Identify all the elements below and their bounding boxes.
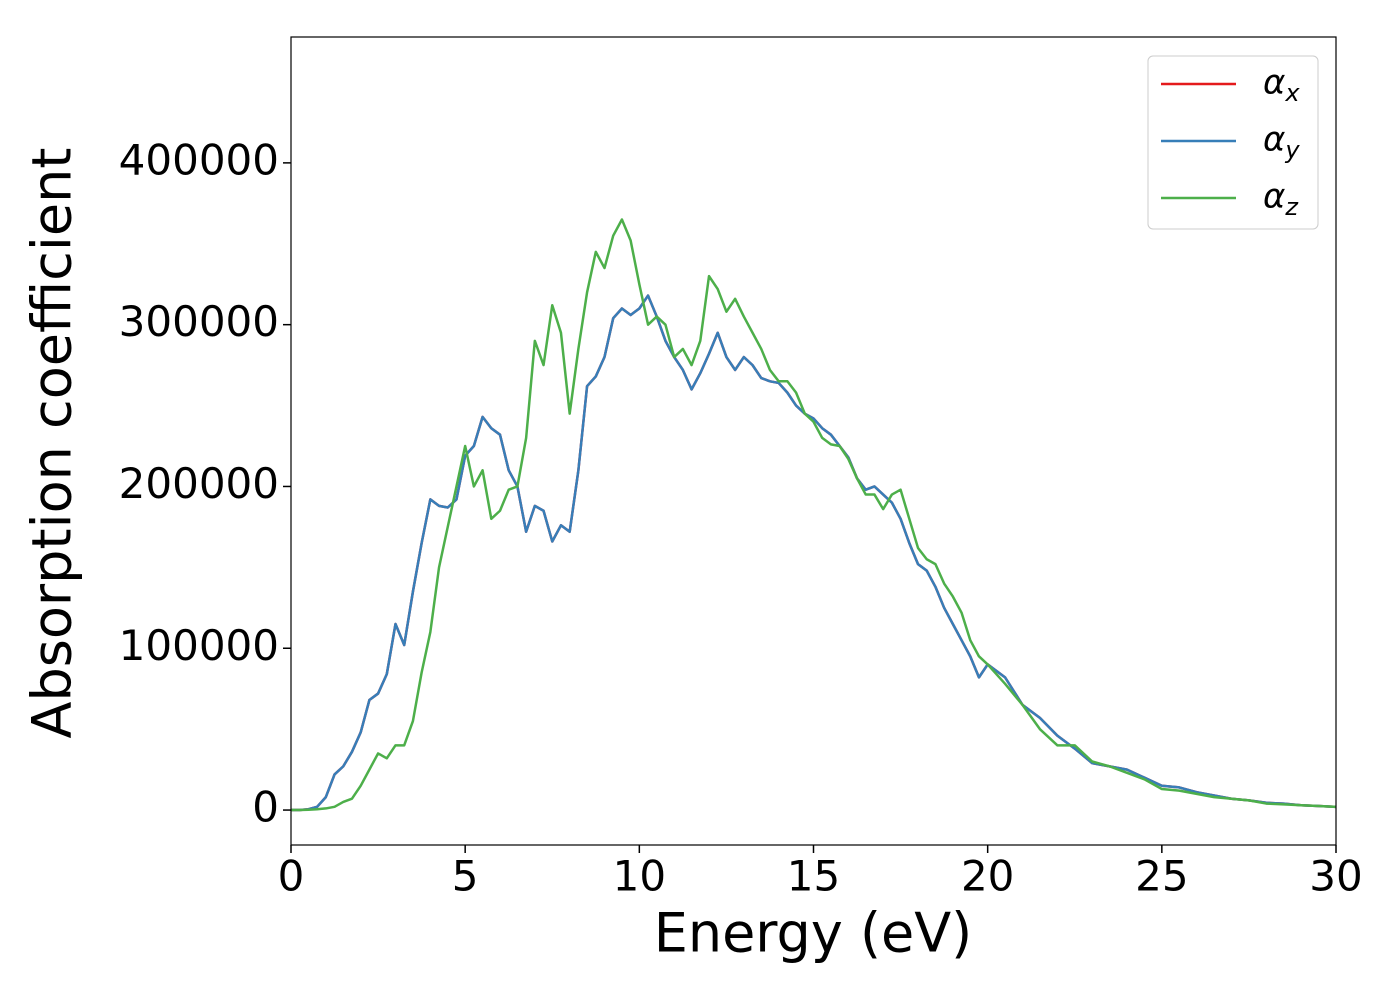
- x-tick-label: 25: [1135, 852, 1188, 901]
- y-tick-label: 400000: [119, 135, 279, 184]
- line-series: [291, 218, 1337, 812]
- x-axis-label: Energy (eV): [654, 902, 973, 965]
- y-tick-label: 200000: [119, 459, 279, 508]
- y-tick-label: 300000: [119, 297, 279, 346]
- y-tick-label: 100000: [119, 621, 279, 670]
- line-series: [291, 294, 1337, 812]
- y-axis-label: Absorption coefficient: [21, 148, 84, 739]
- x-tick-label: 30: [1309, 852, 1362, 901]
- legend-box: [1147, 55, 1319, 230]
- line-series: [291, 294, 1337, 812]
- x-tick-label: 20: [961, 852, 1014, 901]
- x-tick-label: 15: [787, 852, 840, 901]
- x-tick-label: 5: [452, 852, 479, 901]
- plot-frame: [290, 36, 1337, 846]
- x-tick-label: 10: [613, 852, 666, 901]
- x-tick-label: 0: [278, 852, 305, 901]
- y-tick-label: 0: [252, 783, 279, 832]
